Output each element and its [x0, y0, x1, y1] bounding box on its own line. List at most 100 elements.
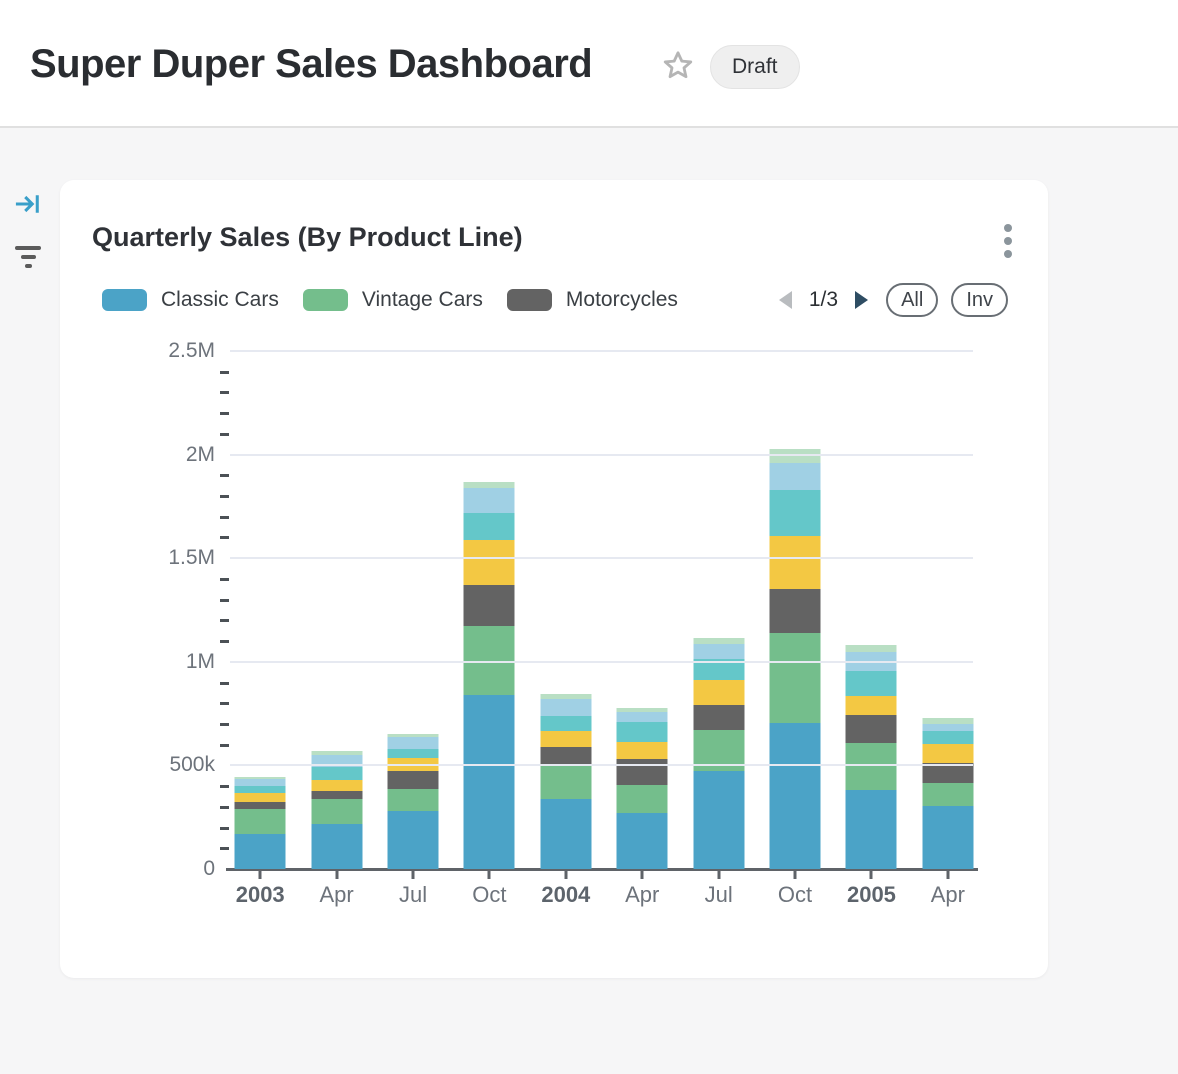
stacked-bar-1[interactable]	[311, 751, 363, 869]
bar-segment[interactable]	[922, 723, 974, 731]
page-title: Super Duper Sales Dashboard	[30, 42, 593, 86]
bar-segment[interactable]	[463, 512, 515, 541]
bar-segment[interactable]	[769, 489, 821, 536]
legend-item-vintage-cars[interactable]: Vintage Cars	[302, 288, 483, 312]
bar-segment[interactable]	[463, 540, 515, 586]
bar-segment[interactable]	[845, 671, 897, 697]
bar-segment[interactable]	[463, 694, 515, 869]
bar-segment[interactable]	[922, 762, 974, 784]
bar-segment[interactable]	[387, 736, 439, 749]
bar-segment[interactable]	[616, 712, 668, 723]
bar-segment[interactable]	[387, 789, 439, 811]
bar-segment[interactable]	[616, 813, 668, 869]
bar-segment[interactable]	[616, 742, 668, 759]
bar-segment[interactable]	[463, 585, 515, 626]
expand-panel-icon[interactable]	[13, 190, 41, 218]
bar-segment[interactable]	[845, 645, 897, 653]
x-tick-slot	[528, 870, 604, 879]
gridline-2M	[230, 453, 973, 456]
bar-segment[interactable]	[311, 754, 363, 767]
bar-segment[interactable]	[234, 776, 286, 780]
bar-segment[interactable]	[234, 801, 286, 809]
bar-segment[interactable]	[463, 488, 515, 513]
bar-segment[interactable]	[769, 722, 821, 869]
legend-prev-button[interactable]	[776, 290, 794, 310]
bar-segment[interactable]	[311, 798, 363, 825]
filter-icon[interactable]	[14, 246, 42, 272]
bar-segment[interactable]	[922, 730, 974, 744]
bar-segment[interactable]	[311, 790, 363, 799]
stacked-bar-3[interactable]	[463, 481, 515, 869]
stacked-bar-4[interactable]	[540, 693, 592, 869]
bar-segment[interactable]	[463, 481, 515, 489]
stacked-bar-7[interactable]	[769, 449, 821, 869]
bar-segment[interactable]	[463, 625, 515, 695]
x-axis-tick	[717, 870, 721, 879]
bar-segment[interactable]	[922, 717, 974, 724]
bar-segment[interactable]	[616, 722, 668, 743]
bar-segment[interactable]	[769, 632, 821, 723]
bar-segment[interactable]	[234, 786, 286, 793]
bar-segment[interactable]	[540, 798, 592, 869]
x-axis-label-Apr: Apr	[930, 882, 965, 907]
bar-segment[interactable]	[387, 733, 439, 737]
bar-segment[interactable]	[540, 731, 592, 747]
x-axis-tick	[564, 870, 568, 879]
stacked-bar-9[interactable]	[922, 717, 974, 869]
bar-segment[interactable]	[922, 743, 974, 763]
stacked-bar-2[interactable]	[387, 733, 439, 869]
bar-segment[interactable]	[387, 748, 439, 759]
bar-segment[interactable]	[616, 708, 668, 713]
bar-segment[interactable]	[616, 785, 668, 814]
bar-segment[interactable]	[693, 658, 745, 681]
bar-segment[interactable]	[540, 693, 592, 699]
bar-segment[interactable]	[540, 766, 592, 799]
legend-invert-button[interactable]: Inv	[951, 283, 1008, 317]
stacked-bar-8[interactable]	[845, 645, 897, 869]
bar-segment[interactable]	[922, 805, 974, 869]
bar-segment[interactable]	[845, 790, 897, 869]
bar-segment[interactable]	[616, 758, 668, 786]
bar-segment[interactable]	[540, 716, 592, 732]
bar-segment[interactable]	[845, 696, 897, 715]
bar-segment[interactable]	[693, 643, 745, 659]
bar-segment[interactable]	[693, 680, 745, 705]
bar-segment[interactable]	[845, 714, 897, 743]
legend-item-classic-cars[interactable]: Classic Cars	[102, 288, 279, 312]
legend-select-all-button[interactable]: All	[886, 283, 939, 317]
bar-segment[interactable]	[693, 704, 745, 731]
bar-segment[interactable]	[311, 766, 363, 780]
stacked-bar-0[interactable]	[234, 776, 286, 869]
bar-segment[interactable]	[540, 746, 592, 767]
chart-title: Quarterly Sales (By Product Line)	[92, 222, 523, 252]
favorite-star-icon[interactable]	[660, 48, 696, 84]
legend-row: Classic Cars Vintage Cars Motorcycles 1/3 …	[102, 283, 1008, 317]
bar-segment[interactable]	[234, 792, 286, 802]
bar-segment[interactable]	[311, 824, 363, 869]
stacked-bar-5[interactable]	[616, 708, 668, 869]
bar-segment[interactable]	[769, 535, 821, 590]
bar-slot-2004	[528, 351, 604, 869]
bar-segment[interactable]	[234, 833, 286, 869]
bar-segment[interactable]	[387, 771, 439, 790]
x-tick-slot	[910, 870, 986, 879]
bar-segment[interactable]	[311, 751, 363, 755]
bar-segment[interactable]	[540, 698, 592, 717]
bar-segment[interactable]	[922, 783, 974, 806]
legend-page-indicator: 1/3	[808, 288, 839, 311]
bar-segment[interactable]	[387, 810, 439, 869]
bar-segment[interactable]	[845, 742, 897, 791]
bar-segment[interactable]	[769, 462, 821, 490]
legend-next-button[interactable]	[853, 290, 871, 310]
legend-item-motorcycles[interactable]: Motorcycles	[506, 288, 678, 312]
bar-segment[interactable]	[311, 779, 363, 791]
bar-segment[interactable]	[769, 589, 821, 633]
bar-segment[interactable]	[769, 449, 821, 463]
bar-segment[interactable]	[234, 808, 286, 834]
bar-segment[interactable]	[693, 770, 745, 869]
stacked-bar-6[interactable]	[693, 637, 745, 869]
bar-segment[interactable]	[234, 779, 286, 787]
card-menu-button[interactable]	[996, 224, 1020, 258]
bar-segment[interactable]	[693, 637, 745, 644]
bar-segment[interactable]	[693, 730, 745, 771]
